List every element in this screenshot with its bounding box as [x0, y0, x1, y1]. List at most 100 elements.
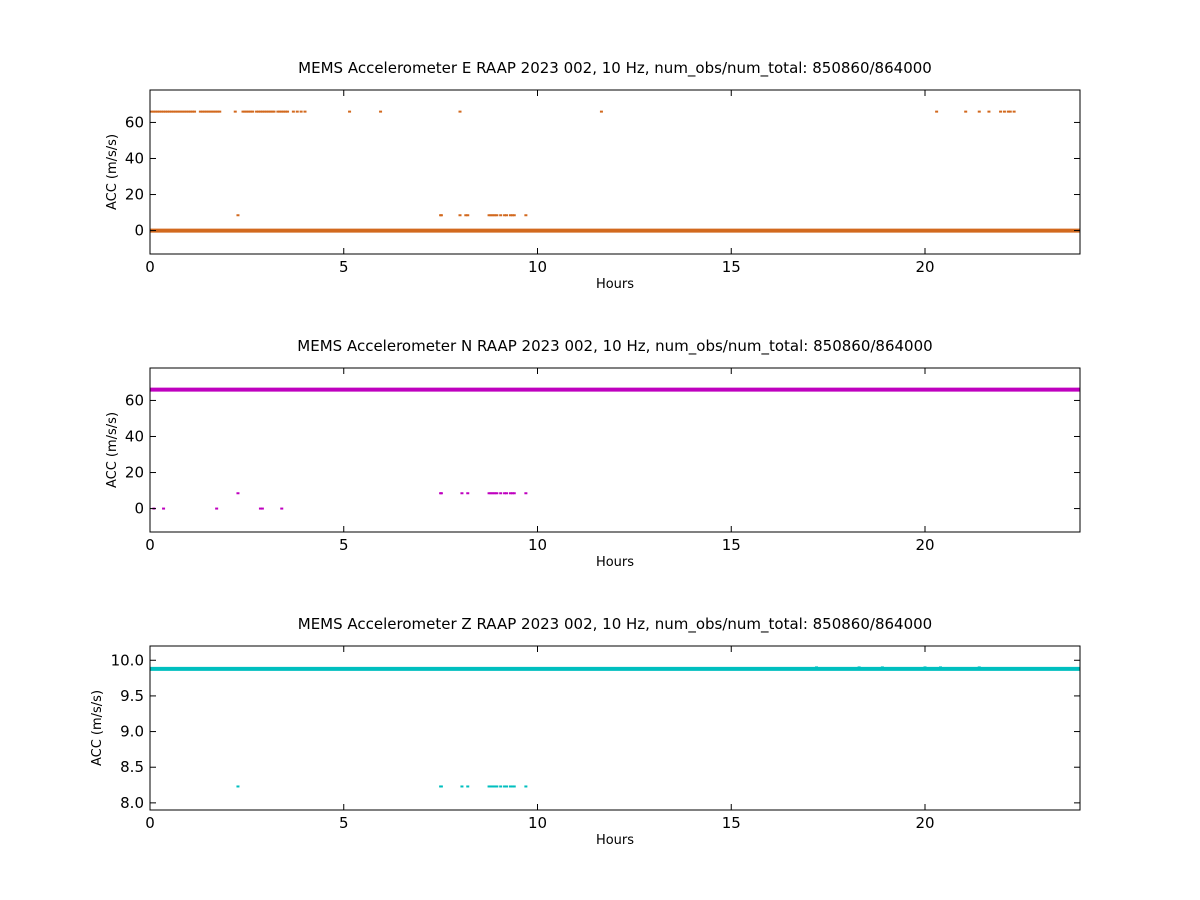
y-tick-label: 0 — [134, 500, 144, 518]
data-point — [173, 110, 177, 113]
data-point — [150, 110, 154, 113]
x-tick-label: 5 — [339, 258, 349, 276]
data-point — [272, 110, 276, 113]
y-axis-label: ACC (m/s/s) — [105, 134, 120, 210]
data-point — [791, 667, 795, 670]
data-point — [189, 110, 193, 113]
data-point — [466, 214, 470, 217]
data-point — [198, 110, 202, 113]
chart-panel-1: MEMS Accelerometer N RAAP 2023 002, 10 H… — [105, 337, 1081, 570]
data-point — [977, 110, 981, 113]
data-point — [439, 214, 443, 217]
data-point — [245, 110, 249, 113]
chart-panel-2: MEMS Accelerometer Z RAAP 2023 002, 10 H… — [90, 615, 1081, 848]
data-point — [175, 110, 179, 113]
data-point — [524, 492, 528, 495]
data-point — [158, 110, 162, 113]
data-point — [508, 785, 512, 788]
data-point — [214, 110, 218, 113]
chart-title: MEMS Accelerometer N RAAP 2023 002, 10 H… — [297, 337, 932, 356]
data-point — [510, 214, 514, 217]
data-point — [270, 110, 274, 113]
data-point — [964, 110, 968, 113]
data-point — [493, 214, 497, 217]
data-point — [1002, 110, 1006, 113]
data-point — [495, 785, 499, 788]
data-point — [258, 110, 262, 113]
y-axis-label: ACC (m/s/s) — [105, 412, 120, 488]
data-point — [487, 214, 491, 217]
chart-panel-0: MEMS Accelerometer E RAAP 2023 002, 10 H… — [105, 59, 1081, 292]
data-point — [987, 110, 991, 113]
data-point — [247, 110, 251, 113]
y-tick-label: 10.0 — [111, 651, 144, 669]
data-point — [193, 110, 197, 113]
data-point — [299, 110, 303, 113]
data-point — [169, 110, 173, 113]
y-tick-label: 40 — [125, 427, 144, 445]
x-tick-label: 5 — [339, 536, 349, 554]
data-point — [460, 785, 464, 788]
data-point — [508, 492, 512, 495]
data-point — [218, 110, 222, 113]
data-point — [466, 785, 470, 788]
data-point — [493, 492, 497, 495]
data-point — [499, 492, 503, 495]
data-point — [260, 507, 264, 510]
data-point — [503, 214, 507, 217]
data-point — [510, 492, 514, 495]
data-point — [880, 666, 884, 669]
chart-title: MEMS Accelerometer Z RAAP 2023 002, 10 H… — [298, 615, 932, 634]
x-tick-label: 0 — [145, 814, 155, 832]
x-tick-label: 15 — [722, 814, 741, 832]
data-point — [780, 667, 784, 670]
data-point — [206, 110, 210, 113]
x-tick-label: 10 — [528, 536, 547, 554]
data-point — [295, 110, 299, 113]
data-point — [179, 110, 183, 113]
data-point — [489, 492, 493, 495]
data-point — [505, 785, 508, 788]
data-point — [512, 214, 516, 217]
data-point — [249, 110, 253, 113]
data-point — [251, 110, 255, 113]
data-point — [266, 110, 270, 113]
data-point — [935, 110, 939, 113]
data-point — [524, 785, 528, 788]
plot-frame — [149, 367, 1081, 533]
data-point — [977, 666, 981, 669]
x-tick-label: 0 — [145, 536, 155, 554]
data-point — [999, 110, 1003, 113]
y-tick-label: 60 — [125, 113, 144, 131]
data-point — [838, 667, 842, 670]
data-point — [599, 110, 603, 113]
data-point — [499, 214, 503, 217]
data-point — [236, 214, 240, 217]
data-point — [276, 110, 280, 113]
data-point — [260, 110, 264, 113]
data-point — [505, 492, 508, 495]
data-point — [487, 785, 491, 788]
series-0 — [150, 387, 1080, 510]
data-point — [815, 666, 818, 669]
data-point — [185, 110, 189, 113]
data-point — [495, 492, 499, 495]
data-point — [1008, 110, 1012, 113]
plot-frame — [149, 645, 1081, 811]
data-point — [268, 110, 272, 113]
data-point — [258, 507, 262, 510]
data-point — [503, 785, 507, 788]
x-tick-label: 20 — [915, 258, 934, 276]
data-point — [236, 785, 240, 788]
x-tick-label: 20 — [915, 536, 934, 554]
data-point — [183, 110, 187, 113]
data-point — [489, 214, 493, 217]
data-point — [460, 492, 464, 495]
data-point — [204, 110, 208, 113]
data-point — [284, 110, 288, 113]
data-point — [241, 110, 245, 113]
y-tick-label: 20 — [125, 186, 144, 204]
data-point — [348, 110, 352, 113]
data-point — [208, 110, 212, 113]
